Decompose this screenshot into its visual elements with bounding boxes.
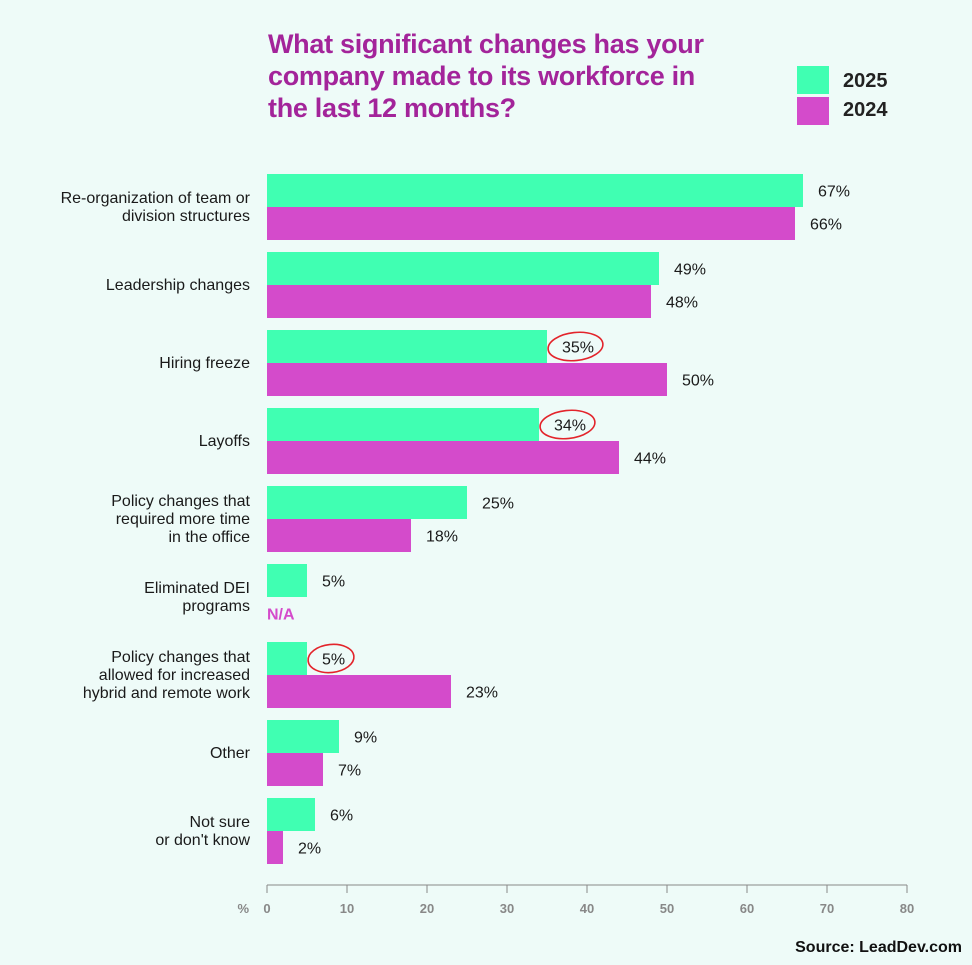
- x-tick-label: 30: [500, 901, 514, 916]
- data-label: 7%: [338, 763, 361, 780]
- highlight-circle: [539, 409, 596, 440]
- category-label: required more time: [116, 511, 250, 528]
- category-label: hybrid and remote work: [83, 685, 251, 702]
- highlight-circle: [307, 643, 355, 674]
- bar-2024: [267, 441, 619, 474]
- bar-2024: [267, 285, 651, 318]
- category-label: Policy changes that: [111, 493, 250, 510]
- chart-title: What significant changes has your compan…: [268, 28, 738, 124]
- x-tick-label: 50: [660, 901, 674, 916]
- data-label: 67%: [818, 184, 850, 201]
- x-tick-label: 70: [820, 901, 834, 916]
- data-label: 44%: [634, 451, 666, 468]
- bar-2025: [267, 174, 803, 207]
- title-line-2: company made to its workforce in: [268, 61, 696, 91]
- category-label: in the office: [168, 529, 250, 546]
- x-tick-label: 80: [900, 901, 914, 916]
- data-label: 5%: [322, 652, 345, 669]
- data-label: 25%: [482, 496, 514, 513]
- data-label: 34%: [554, 418, 586, 435]
- category-label: Layoffs: [199, 433, 250, 450]
- bar-2024: [267, 519, 411, 552]
- data-label: 50%: [682, 373, 714, 390]
- data-label: 5%: [322, 574, 345, 591]
- x-tick-label: 60: [740, 901, 754, 916]
- legend-swatch-2024: [797, 97, 829, 125]
- na-label: N/A: [267, 607, 295, 624]
- bar-2024: [267, 675, 451, 708]
- title-line-3: the last 12 months?: [268, 93, 516, 123]
- x-tick-label: 20: [420, 901, 434, 916]
- data-label: 23%: [466, 685, 498, 702]
- category-label: Not sure: [190, 814, 251, 831]
- data-label: 6%: [330, 808, 353, 825]
- highlight-circle: [547, 331, 604, 362]
- legend-label-2025: 2025: [843, 70, 888, 92]
- bar-2025: [267, 252, 659, 285]
- bar-2025: [267, 642, 307, 675]
- data-label: 49%: [674, 262, 706, 279]
- category-label: programs: [182, 598, 250, 615]
- data-label: 35%: [562, 340, 594, 357]
- category-label: Re-organization of team or: [61, 190, 251, 207]
- bar-2025: [267, 408, 539, 441]
- data-label: 66%: [810, 217, 842, 234]
- bar-2025: [267, 798, 315, 831]
- category-label: allowed for increased: [99, 667, 250, 684]
- x-tick-label: 0: [263, 901, 270, 916]
- category-label: Hiring freeze: [159, 355, 250, 372]
- bar-2025: [267, 720, 339, 753]
- x-tick-label: 40: [580, 901, 594, 916]
- data-label: 9%: [354, 730, 377, 747]
- category-label: Other: [210, 745, 251, 762]
- data-label: 48%: [666, 295, 698, 312]
- bar-2024: [267, 753, 323, 786]
- legend-swatch-2025: [797, 66, 829, 94]
- source-credit: Source: LeadDev.com: [795, 939, 962, 956]
- data-label: 18%: [426, 529, 458, 546]
- bar-2024: [267, 363, 667, 396]
- category-label: division structures: [122, 208, 250, 225]
- bar-2024: [267, 831, 283, 864]
- title-line-1: What significant changes has your: [268, 29, 704, 59]
- category-label: Leadership changes: [106, 277, 250, 294]
- bar-2024: [267, 207, 795, 240]
- bar-2025: [267, 330, 547, 363]
- category-label: Policy changes that: [111, 649, 250, 666]
- bar-2025: [267, 564, 307, 597]
- x-axis-unit: %: [237, 901, 249, 916]
- category-label: or don't know: [155, 832, 250, 849]
- data-label: 2%: [298, 841, 321, 858]
- legend-label-2024: 2024: [843, 99, 888, 121]
- category-label: Eliminated DEI: [144, 580, 250, 597]
- x-tick-label: 10: [340, 901, 354, 916]
- bar-2025: [267, 486, 467, 519]
